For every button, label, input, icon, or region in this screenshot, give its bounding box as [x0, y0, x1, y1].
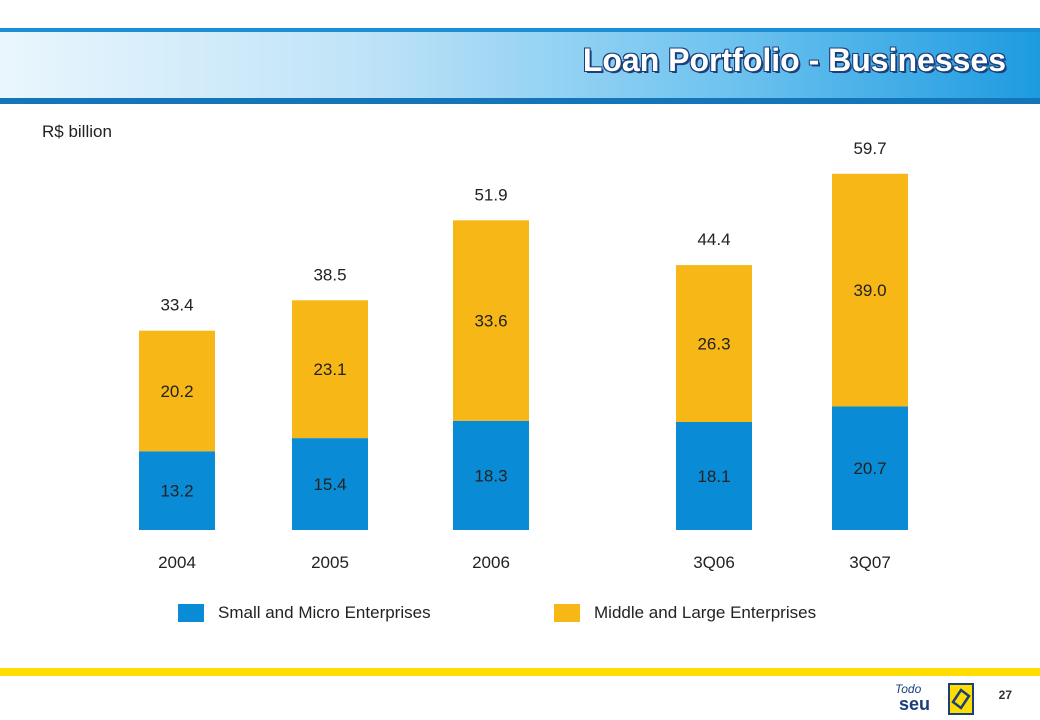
stacked-bar-chart: 13.2 20.2 33.4 2004 15.4 23.1 38.5 2005 18.3 33.6… [139, 139, 908, 572]
total-label-2005: 38.5 [313, 265, 346, 284]
bar-3q06-small [676, 422, 752, 530]
bar-2004-small [139, 451, 215, 530]
x-tick-3q07: 3Q07 [849, 553, 891, 572]
brand-bottom-text: seu [899, 694, 931, 714]
brand-top-text: Todo [895, 682, 922, 696]
data-label-2005-small: 15.4 [313, 475, 346, 494]
legend-small: Small and Micro Enterprises [178, 603, 431, 623]
x-tick-3q06: 3Q06 [693, 553, 735, 572]
data-label-3q06-large: 26.3 [697, 335, 730, 354]
bank-logo-icon [948, 683, 974, 715]
x-tick-2006: 2006 [472, 553, 510, 572]
bar-3q06-large [676, 265, 752, 423]
bar-2005-small [292, 438, 368, 530]
data-label-3q07-large: 39.0 [853, 281, 886, 300]
bar-2005-large [292, 300, 368, 439]
total-label-2006: 51.9 [474, 185, 507, 204]
total-label-3q07: 59.7 [853, 139, 886, 158]
legend-label-small: Small and Micro Enterprises [218, 603, 431, 622]
bar-3q07-small [832, 406, 908, 530]
unit-label: R$ billion [42, 122, 112, 141]
data-label-3q07-small: 20.7 [853, 459, 886, 478]
data-label-3q06-small: 18.1 [697, 467, 730, 486]
footer-bar [0, 668, 1040, 676]
legend-large: Middle and Large Enterprises [554, 603, 816, 623]
legend-swatch-small [178, 604, 204, 622]
brand-logo: Todo seu [895, 682, 985, 718]
total-label-3q06: 44.4 [697, 230, 730, 249]
bar-2006-small [453, 420, 529, 530]
bar-2004-large [139, 330, 215, 452]
bar-3q07-large [832, 173, 908, 407]
title-band [0, 28, 1040, 104]
legend-label-large: Middle and Large Enterprises [594, 603, 817, 622]
data-label-2006-large: 33.6 [474, 312, 507, 331]
bar-2006-large [453, 220, 529, 421]
page-number: 27 [998, 688, 1012, 702]
total-label-2004: 33.4 [160, 296, 193, 315]
data-label-2005-large: 23.1 [313, 360, 346, 379]
x-tick-2005: 2005 [311, 553, 349, 572]
data-label-2004-large: 20.2 [160, 382, 193, 401]
page-title: Loan Portfolio - Businesses [582, 42, 1006, 78]
legend-swatch-large [554, 604, 580, 622]
data-label-2004-small: 13.2 [160, 482, 193, 501]
x-tick-2004: 2004 [158, 553, 196, 572]
data-label-2006-small: 18.3 [474, 466, 507, 485]
